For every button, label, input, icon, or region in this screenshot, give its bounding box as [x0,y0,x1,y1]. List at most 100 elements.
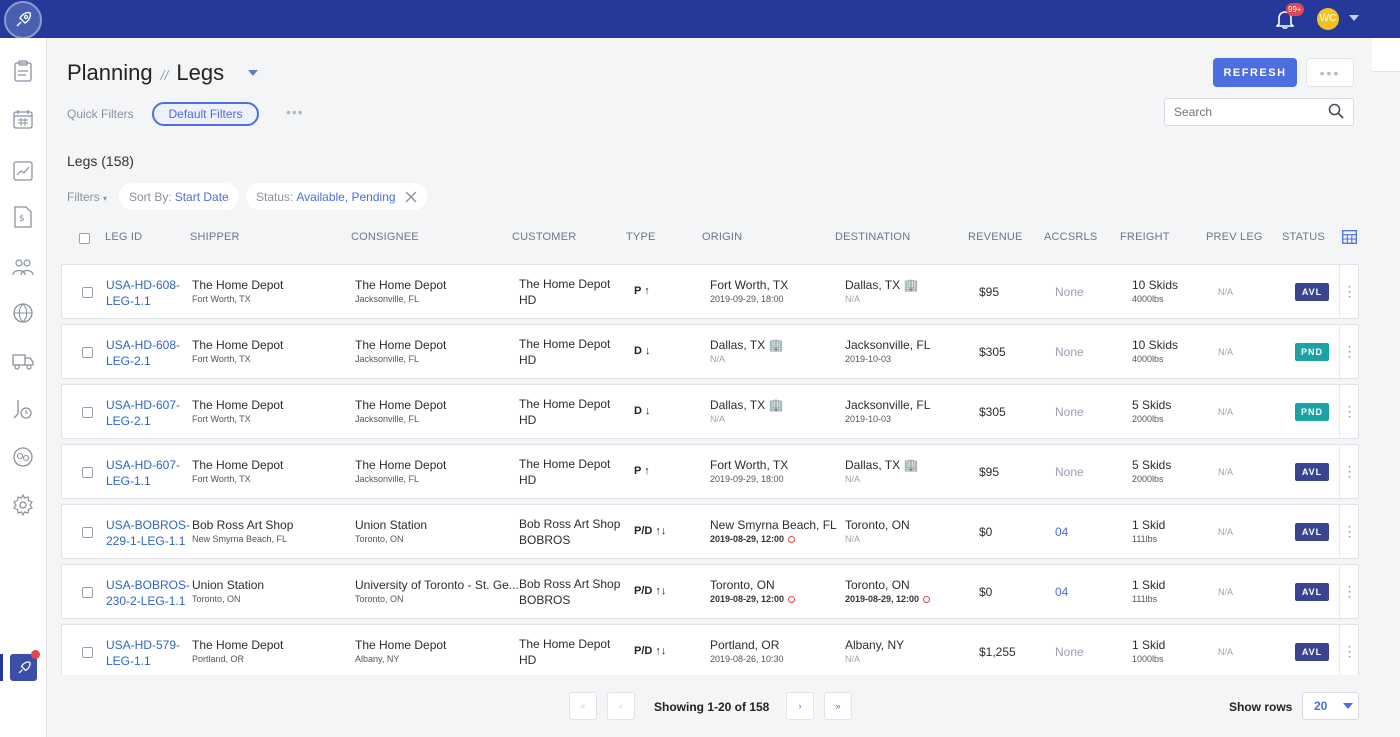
col-header-prev-leg[interactable]: PREV LEG [1206,231,1263,243]
chart-icon[interactable] [12,160,34,182]
row-checkbox[interactable] [82,527,93,538]
freight-quantity: 10 Skids [1132,278,1179,292]
consignee-cell: The Home Depot Albany, NY [355,638,446,664]
row-actions-kebab-icon[interactable]: ⋮ [1339,265,1359,318]
origin-cell: Fort Worth, TX 2019-09-29, 18:00 [710,278,788,304]
refresh-button[interactable]: REFRESH [1213,58,1297,87]
row-checkbox[interactable] [82,407,93,418]
late-clock-icon [788,596,796,604]
revenue-value: $0 [979,585,993,599]
revenue-value: $305 [979,405,1006,419]
dispatcher-icon[interactable] [12,398,34,420]
table-row[interactable]: USA-HD-579- LEG-1.1 The Home Depot Portland… [61,624,1359,679]
clipboard-icon[interactable] [12,60,34,82]
col-header-shipper[interactable]: SHIPPER [190,231,240,243]
truck-icon[interactable] [12,350,34,372]
row-actions-kebab-icon[interactable]: ⋮ [1339,385,1359,438]
invoice-icon[interactable]: $ [12,206,34,228]
search-icon[interactable] [1328,103,1344,119]
quick-filters-more-button[interactable]: ••• [286,104,304,120]
rocket-logo-icon[interactable] [4,1,42,39]
destination-location: Albany, NY [845,638,905,652]
shipper-name: The Home Depot [192,398,284,412]
leg-id-link[interactable]: USA-BOBROS- 229-1-LEG-1.1 [106,517,190,549]
last-page-button[interactable]: » [824,692,852,720]
col-header-origin[interactable]: ORIGIN [702,231,743,243]
breadcrumb-page[interactable]: Legs [176,60,225,85]
search-input[interactable] [1164,98,1354,126]
table-row[interactable]: USA-HD-608- LEG-1.1 The Home Depot Fort Wor… [61,264,1359,319]
row-actions-kebab-icon[interactable]: ⋮ [1339,445,1359,498]
col-header-consignee[interactable]: CONSIGNEE [351,231,419,243]
default-filters-pill[interactable]: Default Filters [152,102,259,126]
accessorials-value[interactable]: 04 [1055,585,1069,599]
sort-chip[interactable]: Sort By: Start Date [119,183,239,210]
col-header-leg-id[interactable]: LEG ID [105,231,143,243]
rows-per-page-chevron-down-icon[interactable] [1343,703,1353,709]
status-badge: AVL [1295,643,1329,661]
destination-location: Toronto, ON [845,518,910,532]
breadcrumb-section[interactable]: Planning [67,60,153,85]
row-checkbox[interactable] [82,287,93,298]
row-actions-kebab-icon[interactable]: ⋮ [1339,625,1359,678]
row-checkbox[interactable] [82,467,93,478]
consignee-location: Jacksonville, FL [355,474,420,484]
settings-gear-icon[interactable] [12,494,34,516]
origin-time: 2019-08-29, 12:00 [710,534,837,544]
accessorials-value[interactable]: 04 [1055,525,1069,539]
row-actions-kebab-icon[interactable]: ⋮ [1339,325,1359,378]
table-row[interactable]: USA-HD-607- LEG-1.1 The Home Depot Fort Wor… [61,444,1359,499]
more-actions-button[interactable]: ••• [1306,58,1354,87]
col-header-customer[interactable]: CUSTOMER [512,231,577,243]
filters-dropdown[interactable]: Filters ▾ [67,190,107,204]
notifications-bell-icon[interactable] [1275,9,1298,31]
col-header-accessorials[interactable]: ACCSRLS [1044,231,1098,243]
col-header-type[interactable]: TYPE [626,231,656,243]
globe-icon[interactable] [12,302,34,324]
leg-type: D ↓ [634,345,651,357]
drivers-icon[interactable] [12,446,34,468]
first-page-button[interactable]: « [569,692,597,720]
accessorials-value: None [1055,465,1084,479]
select-all-checkbox[interactable] [79,233,90,244]
user-avatar[interactable]: WC [1317,8,1339,30]
page-switch-chevron-down-icon[interactable] [248,70,258,76]
leg-id-link[interactable]: USA-HD-579- LEG-1.1 [106,637,180,669]
user-menu-chevron-down-icon[interactable] [1349,15,1359,21]
status-badge: PND [1295,403,1329,421]
users-icon[interactable] [12,256,34,278]
leg-id-link[interactable]: USA-HD-607- LEG-2.1 [106,397,180,429]
leg-id-line1: USA-HD-607- [106,398,181,412]
leg-id-link[interactable]: USA-BOBROS- 230-2-LEG-1.1 [106,577,190,609]
status-filter-chip[interactable]: Status: Available, Pending [246,183,427,210]
leg-type: P/D ↑↓ [634,525,667,537]
column-settings-grid-icon[interactable] [1342,230,1357,244]
row-checkbox[interactable] [82,587,93,598]
next-page-button[interactable]: › [786,692,814,720]
leg-id-link[interactable]: USA-HD-608- LEG-2.1 [106,337,180,369]
remove-filter-close-icon[interactable] [405,191,417,203]
row-actions-kebab-icon[interactable]: ⋮ [1339,505,1359,558]
col-header-freight[interactable]: FREIGHT [1120,231,1170,243]
prev-page-button[interactable]: ‹ [607,692,635,720]
destination-location: Toronto, ON [845,578,910,592]
destination-cell: Dallas, TX 🏢 N/A [845,458,918,484]
table-row[interactable]: USA-BOBROS- 229-1-LEG-1.1 Bob Ross Art Sho… [61,504,1359,559]
accessorials-value: None [1055,405,1084,419]
row-actions-kebab-icon[interactable]: ⋮ [1339,565,1359,618]
col-header-destination[interactable]: DESTINATION [835,231,911,243]
destination-cell: Toronto, ON 2019-08-29, 12:00 [845,578,931,604]
prev-leg-value: N/A [1218,587,1234,597]
table-row[interactable]: USA-BOBROS- 230-2-LEG-1.1 Union Station Tor… [61,564,1359,619]
filters-label: Filters [67,190,100,204]
leg-id-link[interactable]: USA-HD-607- LEG-1.1 [106,457,180,489]
table-row[interactable]: USA-HD-607- LEG-2.1 The Home Depot Fort Wor… [61,384,1359,439]
shipper-name: Bob Ross Art Shop [192,518,294,532]
row-checkbox[interactable] [82,347,93,358]
table-row[interactable]: USA-HD-608- LEG-2.1 The Home Depot Fort Wor… [61,324,1359,379]
leg-id-link[interactable]: USA-HD-608- LEG-1.1 [106,277,180,309]
col-header-status[interactable]: STATUS [1282,231,1325,243]
col-header-revenue[interactable]: REVENUE [968,231,1023,243]
row-checkbox[interactable] [82,647,93,658]
calendar-icon[interactable] [12,108,34,130]
